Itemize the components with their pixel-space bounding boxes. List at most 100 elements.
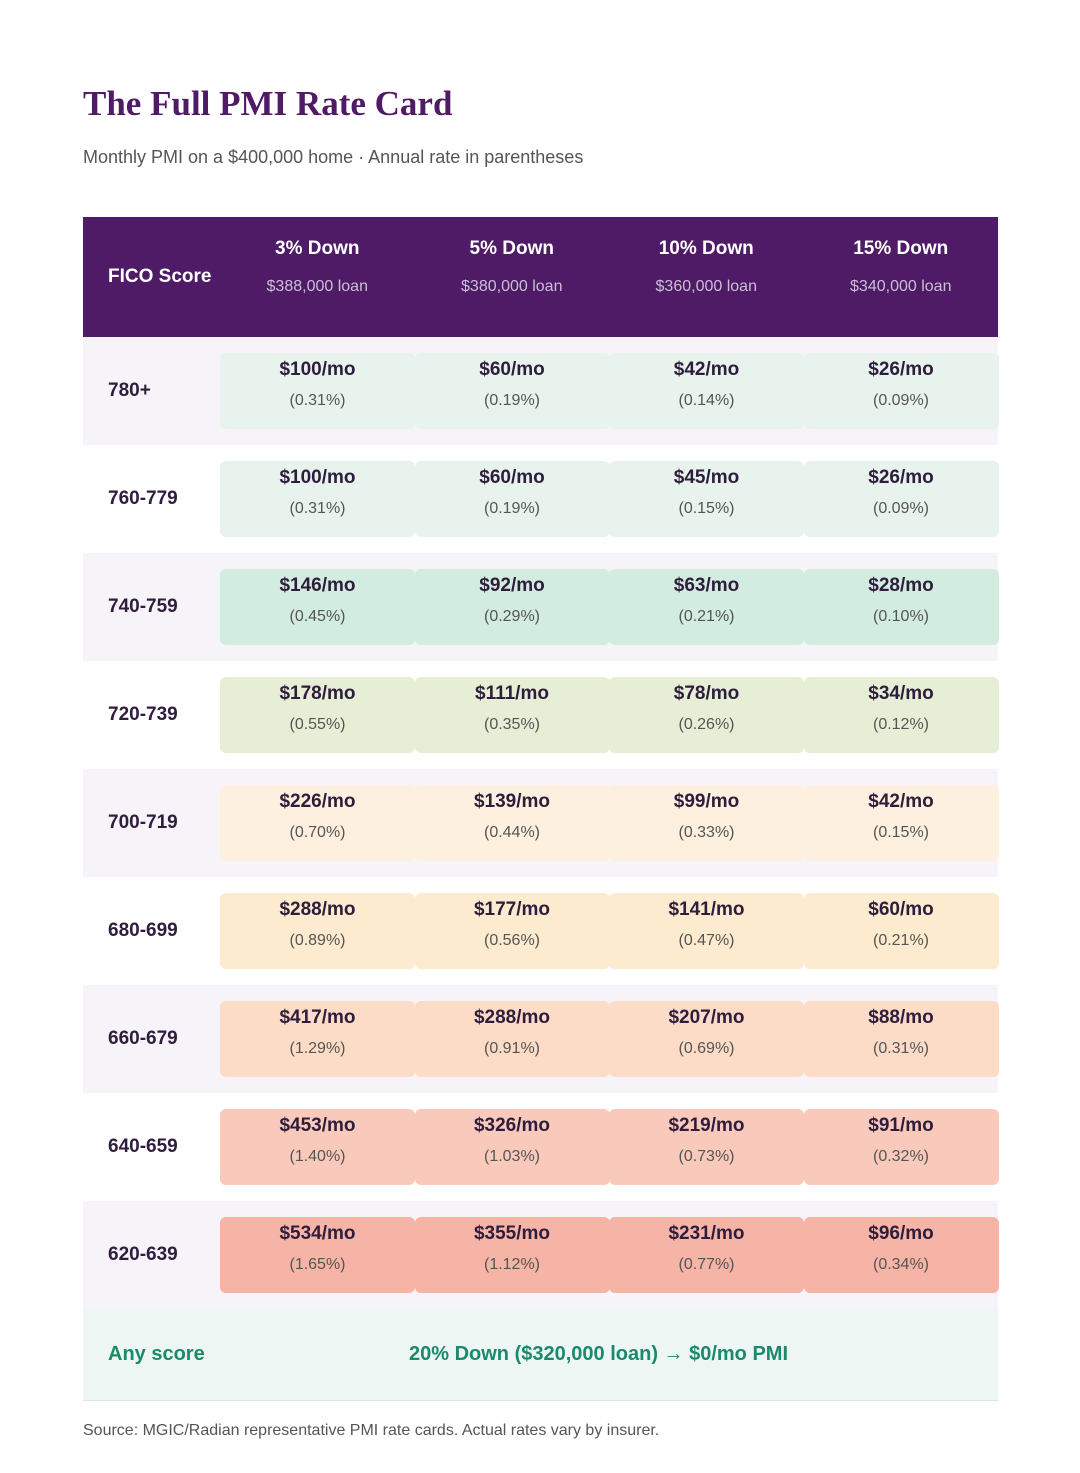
monthly-pmi: $88/mo	[868, 1007, 934, 1028]
column-label: 10% Down	[658, 238, 754, 259]
twenty-percent-down-row: Any score 20% Down ($320,000 loan) → $0/…	[83, 1309, 998, 1401]
monthly-pmi: $28/mo	[868, 575, 934, 596]
monthly-pmi: $226/mo	[279, 791, 356, 812]
pmi-cell: $326/mo (1.03%)	[414, 1109, 610, 1185]
annual-rate: (0.32%)	[872, 1148, 930, 1165]
table-row: 700-719 $226/mo (0.70%) $139/mo (0.44%) $99/m…	[83, 769, 999, 877]
monthly-pmi: $45/mo	[673, 467, 740, 488]
column-header-10-down: 10% Down $360,000 loan	[609, 217, 804, 337]
monthly-pmi: $219/mo	[668, 1115, 745, 1136]
column-label: 5% Down	[469, 238, 554, 259]
annual-rate: (0.31%)	[289, 500, 346, 517]
annual-rate: (0.91%)	[483, 1040, 541, 1057]
annual-rate: (0.21%)	[872, 932, 930, 949]
table-row: 640-659 $453/mo (1.40%) $326/mo (1.03%) $219/…	[83, 1093, 999, 1201]
pmi-cell: $96/mo (0.34%)	[803, 1217, 999, 1293]
pmi-rate-table: FICO Score 3% Down $388,000 loan 5% Down…	[83, 217, 999, 1401]
column-header-15-down: 15% Down $340,000 loan	[804, 217, 999, 337]
annual-rate: (0.09%)	[872, 392, 930, 409]
monthly-pmi: $355/mo	[473, 1223, 551, 1244]
column-label: 15% Down	[853, 238, 949, 259]
table-row: 740-759 $146/mo (0.45%) $92/mo (0.29%) $63/mo…	[83, 553, 999, 661]
fico-score-header: FICO Score	[108, 266, 212, 287]
monthly-pmi: $534/mo	[279, 1223, 356, 1244]
pmi-cell: $534/mo (1.65%)	[220, 1217, 415, 1293]
pmi-cell: $26/mo (0.09%)	[803, 353, 999, 429]
pmi-cell: $146/mo (0.45%)	[220, 569, 415, 645]
annual-rate: (0.12%)	[872, 716, 930, 733]
annual-rate: (0.14%)	[678, 392, 735, 409]
pmi-cell: $34/mo (0.12%)	[803, 677, 999, 753]
monthly-pmi: $141/mo	[668, 899, 745, 920]
pmi-cell: $178/mo (0.55%)	[220, 677, 415, 753]
monthly-pmi: $111/mo	[475, 683, 549, 704]
pmi-cell: $60/mo (0.21%)	[803, 893, 999, 969]
monthly-pmi: $139/mo	[473, 791, 551, 812]
row-cells: $417/mo (1.29%) $288/mo (0.91%) $207/mo (0.69…	[220, 985, 999, 1077]
fico-range: 680-699	[108, 920, 178, 941]
monthly-pmi: $60/mo	[479, 467, 545, 488]
row-cells: $534/mo (1.65%) $355/mo (1.12%) $231/mo (0.77…	[220, 1201, 999, 1293]
monthly-pmi: $92/mo	[479, 575, 545, 596]
monthly-pmi: $231/mo	[668, 1223, 745, 1244]
annual-rate: (0.15%)	[678, 500, 735, 517]
monthly-pmi: $146/mo	[279, 575, 356, 596]
page-title: The Full PMI Rate Card	[83, 84, 453, 123]
pmi-cell: $111/mo (0.35%)	[414, 677, 610, 753]
pmi-cell: $91/mo (0.32%)	[803, 1109, 999, 1185]
annual-rate: (0.26%)	[678, 716, 735, 733]
monthly-pmi: $42/mo	[868, 791, 934, 812]
annual-rate: (0.35%)	[483, 716, 541, 733]
pmi-cell: $207/mo (0.69%)	[609, 1001, 804, 1077]
fico-range: 780+	[108, 380, 151, 401]
table-row: 620-639 $534/mo (1.65%) $355/mo (1.12%) $231/…	[83, 1201, 999, 1309]
any-score-label: Any score	[108, 1343, 205, 1365]
monthly-pmi: $207/mo	[668, 1007, 745, 1028]
monthly-pmi: $63/mo	[673, 575, 740, 596]
monthly-pmi: $288/mo	[473, 1007, 551, 1028]
fico-range: 660-679	[108, 1028, 178, 1049]
fico-range: 760-779	[108, 488, 178, 509]
monthly-pmi: $42/mo	[673, 359, 740, 380]
pmi-cell: $42/mo (0.15%)	[803, 785, 999, 861]
pmi-cell: $42/mo (0.14%)	[609, 353, 804, 429]
monthly-pmi: $100/mo	[279, 359, 356, 380]
pmi-cell: $88/mo (0.31%)	[803, 1001, 999, 1077]
pmi-cell: $100/mo (0.31%)	[220, 461, 415, 537]
row-cells: $453/mo (1.40%) $326/mo (1.03%) $219/mo (0.73…	[220, 1093, 999, 1185]
pmi-cell: $45/mo (0.15%)	[609, 461, 804, 537]
pmi-cell: $60/mo (0.19%)	[414, 353, 610, 429]
pmi-cell: $139/mo (0.44%)	[414, 785, 610, 861]
pmi-cell: $99/mo (0.33%)	[609, 785, 804, 861]
column-loan: $380,000 loan	[461, 278, 563, 295]
row-cells: $146/mo (0.45%) $92/mo (0.29%) $63/mo (0.21%)…	[220, 553, 999, 645]
annual-rate: (0.89%)	[289, 932, 346, 949]
table-row: 680-699 $288/mo (0.89%) $177/mo (0.56%) $141/…	[83, 877, 999, 985]
annual-rate: (0.77%)	[678, 1256, 735, 1273]
pmi-cell: $453/mo (1.40%)	[220, 1109, 415, 1185]
table-body: 780+ $100/mo (0.31%) $60/mo (0.19%) $42/mo (0.…	[83, 337, 999, 1309]
pmi-cell: $288/mo (0.89%)	[220, 893, 415, 969]
annual-rate: (0.31%)	[289, 392, 346, 409]
pmi-cell: $92/mo (0.29%)	[414, 569, 610, 645]
annual-rate: (0.44%)	[483, 824, 541, 841]
annual-rate: (0.15%)	[872, 824, 930, 841]
pmi-cell: $288/mo (0.91%)	[414, 1001, 610, 1077]
monthly-pmi: $26/mo	[868, 359, 934, 380]
annual-rate: (1.29%)	[289, 1040, 346, 1057]
row-cells: $178/mo (0.55%) $111/mo (0.35%) $78/mo (0.26%…	[220, 661, 999, 753]
monthly-pmi: $34/mo	[868, 683, 934, 704]
annual-rate: (0.19%)	[483, 500, 541, 517]
monthly-pmi: $99/mo	[673, 791, 740, 812]
column-header-3-down: 3% Down $388,000 loan	[220, 217, 415, 337]
monthly-pmi: $60/mo	[868, 899, 934, 920]
fico-range: 640-659	[108, 1136, 178, 1157]
pmi-cell: $417/mo (1.29%)	[220, 1001, 415, 1077]
annual-rate: (0.31%)	[872, 1040, 930, 1057]
pmi-cell: $60/mo (0.19%)	[414, 461, 610, 537]
source-note: Source: MGIC/Radian representative PMI r…	[83, 1422, 660, 1439]
table-header: FICO Score 3% Down $388,000 loan 5% Down…	[83, 217, 998, 337]
pmi-cell: $63/mo (0.21%)	[609, 569, 804, 645]
pmi-cell: $141/mo (0.47%)	[609, 893, 804, 969]
pmi-cell: $26/mo (0.09%)	[803, 461, 999, 537]
